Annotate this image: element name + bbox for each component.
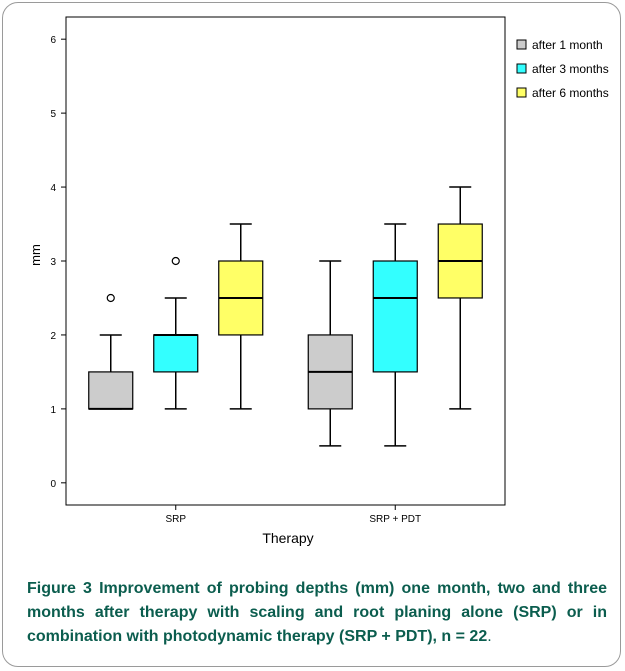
legend-swatch [516, 39, 527, 50]
y-tick-label: 0 [50, 479, 56, 490]
x-tick-label: SRP + PDT [369, 514, 421, 525]
x-axis-label: Therapy [262, 530, 313, 546]
legend-label: after 3 months [532, 62, 609, 76]
y-axis-label: mm [28, 244, 43, 266]
y-tick-label: 5 [50, 109, 56, 120]
y-tick-label: 6 [50, 35, 56, 46]
y-tick-label: 1 [50, 405, 56, 416]
legend-label: after 6 months [532, 86, 609, 100]
y-tick-label: 2 [50, 331, 56, 342]
legend-label: after 1 month [532, 38, 603, 52]
legend-swatch [516, 63, 527, 74]
boxplot-chart: 0 1 2 3 4 5 6 SRP SRP + PDT after 1 month after 3 … [28, 16, 609, 546]
outlier-point [106, 293, 115, 303]
box-after-3-months [372, 260, 418, 373]
box-after-1-month [88, 371, 134, 410]
y-tick-label: 4 [50, 183, 56, 194]
x-tick-label: SRP [165, 514, 186, 525]
figure-caption-text: Improvement of probing depths (mm) one m… [27, 580, 608, 645]
figure-label: Figure 3 [27, 580, 92, 597]
box-after-3-months [153, 334, 199, 373]
figure-caption: Figure 3 Improvement of probing depths (… [27, 577, 607, 649]
y-tick-label: 3 [50, 257, 56, 268]
legend-swatch [516, 87, 527, 98]
outlier-point [171, 256, 180, 266]
figure-caption-end: . [487, 628, 492, 645]
